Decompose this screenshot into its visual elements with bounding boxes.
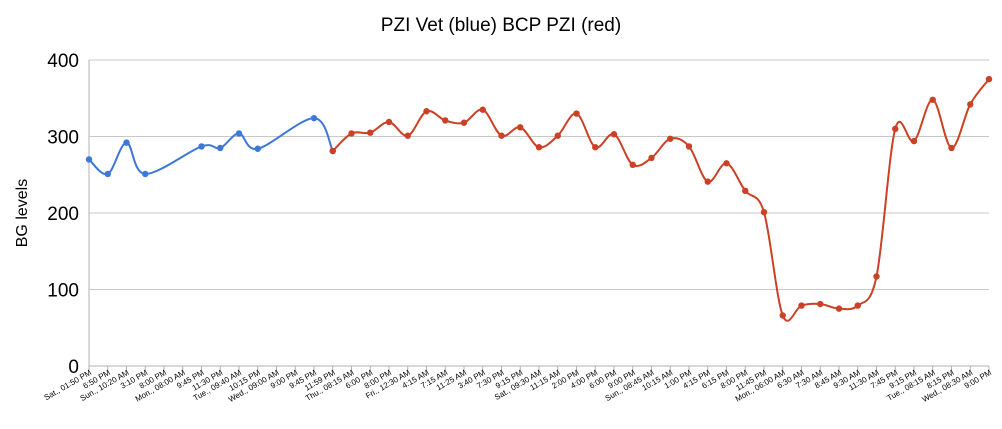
data-point [873, 273, 880, 280]
data-point [742, 187, 749, 195]
y-tick-label: 100 [47, 281, 79, 302]
y-tick-label: 300 [47, 128, 79, 149]
y-tick-label: 0 [68, 357, 79, 378]
data-point [423, 108, 430, 115]
data-point [404, 132, 411, 139]
data-point [910, 137, 918, 145]
data-point [610, 131, 618, 138]
data-point [517, 124, 524, 131]
series-lines [88, 78, 990, 322]
data-point [310, 114, 318, 122]
data-point [685, 143, 693, 150]
data-point [723, 160, 730, 167]
data-point [798, 302, 805, 309]
data-point [348, 130, 355, 137]
y-tick-label: 200 [47, 204, 79, 225]
data-point [704, 178, 711, 185]
data-point [573, 110, 580, 117]
data-point [498, 132, 505, 139]
y-axis-label: BG levels [14, 179, 31, 247]
y-tick-labels: 0 100 200 300 400 [47, 51, 79, 378]
data-point [479, 106, 486, 113]
grid-lines [88, 59, 989, 367]
data-point [967, 101, 974, 108]
data-point [535, 144, 543, 151]
data-point [254, 145, 261, 152]
series-line-1 [88, 117, 334, 176]
data-point [629, 161, 636, 169]
data-point [198, 143, 205, 150]
data-point [760, 209, 768, 216]
chart-title: PZI Vet (blue) BCP PZI (red) [381, 15, 621, 36]
y-tick-label: 400 [47, 51, 79, 72]
data-point [648, 154, 655, 162]
data-point [592, 144, 599, 151]
data-point [817, 300, 824, 308]
data-point [123, 139, 130, 146]
data-point [667, 135, 674, 142]
data-point [329, 147, 336, 155]
data-point [460, 119, 468, 126]
data-point [85, 156, 93, 163]
data-point [385, 118, 393, 126]
series-line-2 [332, 78, 990, 322]
data-point [835, 305, 843, 312]
data-point [442, 117, 449, 124]
data-point [854, 302, 861, 309]
data-point [217, 144, 224, 152]
data-points [85, 75, 993, 319]
data-point [779, 312, 786, 319]
data-point [367, 129, 374, 136]
data-point [948, 144, 955, 152]
data-point [985, 75, 993, 83]
data-point [554, 132, 561, 139]
data-point [104, 170, 111, 178]
data-point [235, 130, 243, 137]
data-point [929, 96, 936, 103]
data-point [142, 170, 149, 178]
data-point [892, 125, 899, 133]
